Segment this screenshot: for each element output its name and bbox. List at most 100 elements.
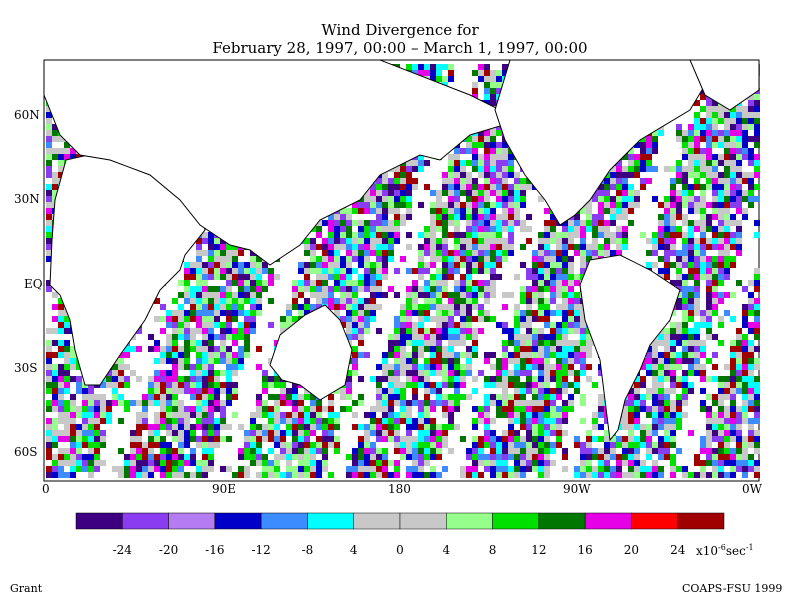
divergence-cell <box>448 376 454 382</box>
divergence-cell <box>700 268 706 274</box>
divergence-cell <box>514 340 520 346</box>
divergence-cell <box>418 154 424 160</box>
divergence-cell <box>448 268 454 274</box>
divergence-cell <box>124 346 130 352</box>
divergence-cell <box>322 250 328 256</box>
divergence-cell <box>550 406 556 412</box>
divergence-cell <box>514 310 520 316</box>
divergence-cell <box>244 340 250 346</box>
divergence-cell <box>532 262 538 268</box>
divergence-cell <box>754 268 760 274</box>
divergence-cell <box>628 196 634 202</box>
divergence-cell <box>742 190 748 196</box>
divergence-cell <box>376 364 382 370</box>
divergence-cell <box>130 370 136 376</box>
divergence-cell <box>364 286 370 292</box>
divergence-cell <box>460 178 466 184</box>
divergence-cell <box>466 352 472 358</box>
divergence-cell <box>706 310 712 316</box>
divergence-cell <box>694 358 700 364</box>
divergence-cell <box>682 184 688 190</box>
divergence-cell <box>730 154 736 160</box>
divergence-cell <box>496 400 502 406</box>
divergence-cell <box>220 400 226 406</box>
divergence-cell <box>232 292 238 298</box>
divergence-cell <box>574 340 580 346</box>
divergence-cell <box>748 292 754 298</box>
divergence-cell <box>448 382 454 388</box>
divergence-cell <box>694 166 700 172</box>
divergence-cell <box>496 232 502 238</box>
divergence-cell <box>214 274 220 280</box>
divergence-cell <box>634 172 640 178</box>
divergence-cell <box>466 148 472 154</box>
divergence-cell <box>88 394 94 400</box>
divergence-cell <box>568 220 574 226</box>
divergence-cell <box>406 370 412 376</box>
divergence-cell <box>568 328 574 334</box>
divergence-cell <box>742 136 748 142</box>
divergence-cell <box>556 310 562 316</box>
divergence-cell <box>682 256 688 262</box>
divergence-cell <box>490 280 496 286</box>
divergence-cell <box>388 250 394 256</box>
divergence-cell <box>748 172 754 178</box>
divergence-cell <box>262 370 268 376</box>
divergence-cell <box>406 202 412 208</box>
divergence-cell <box>358 286 364 292</box>
divergence-cell <box>700 154 706 160</box>
divergence-cell <box>436 400 442 406</box>
divergence-cell <box>676 352 682 358</box>
divergence-cell <box>274 274 280 280</box>
divergence-cell <box>202 310 208 316</box>
divergence-cell <box>208 250 214 256</box>
divergence-cell <box>664 244 670 250</box>
divergence-cell <box>88 406 94 412</box>
divergence-cell <box>682 148 688 154</box>
divergence-cell <box>448 76 454 82</box>
divergence-cell <box>562 304 568 310</box>
divergence-cell <box>466 292 472 298</box>
divergence-cell <box>424 334 430 340</box>
divergence-cell <box>754 346 760 352</box>
divergence-cell <box>712 244 718 250</box>
divergence-cell <box>724 232 730 238</box>
divergence-cell <box>166 340 172 346</box>
divergence-cell <box>514 334 520 340</box>
divergence-cell <box>388 376 394 382</box>
divergence-cell <box>700 172 706 178</box>
divergence-cell <box>502 406 508 412</box>
divergence-cell <box>700 160 706 166</box>
divergence-cell <box>664 196 670 202</box>
divergence-cell <box>460 262 466 268</box>
divergence-cell <box>670 202 676 208</box>
divergence-cell <box>550 334 556 340</box>
divergence-cell <box>514 304 520 310</box>
divergence-cell <box>286 322 292 328</box>
divergence-cell <box>712 124 718 130</box>
divergence-cell <box>574 232 580 238</box>
divergence-cell <box>598 202 604 208</box>
divergence-cell <box>208 406 214 412</box>
divergence-cell <box>292 280 298 286</box>
divergence-cell <box>496 70 502 76</box>
divergence-cell <box>388 190 394 196</box>
divergence-cell <box>412 358 418 364</box>
divergence-cell <box>394 388 400 394</box>
divergence-cell <box>640 136 646 142</box>
divergence-cell <box>310 286 316 292</box>
divergence-cell <box>730 382 736 388</box>
divergence-cell <box>694 304 700 310</box>
divergence-cell <box>346 250 352 256</box>
divergence-cell <box>544 262 550 268</box>
divergence-cell <box>406 352 412 358</box>
divergence-cell <box>520 292 526 298</box>
divergence-cell <box>496 238 502 244</box>
divergence-cell <box>334 388 340 394</box>
divergence-cell <box>214 238 220 244</box>
divergence-cell <box>742 322 748 328</box>
divergence-cell <box>364 232 370 238</box>
divergence-cell <box>742 346 748 352</box>
divergence-cell <box>232 394 238 400</box>
divergence-cell <box>472 178 478 184</box>
